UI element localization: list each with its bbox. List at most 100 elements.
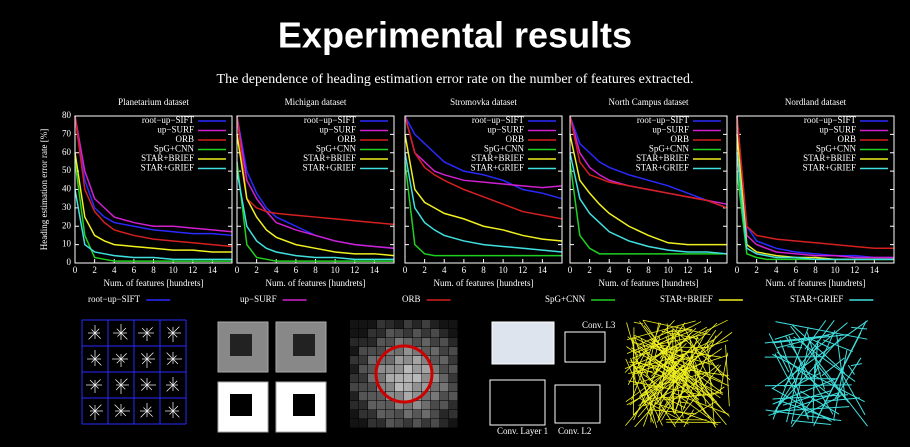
- orb-cell: [440, 401, 449, 410]
- grief-pair: [851, 326, 868, 330]
- star: [146, 384, 153, 391]
- cnn-box: [554, 384, 601, 424]
- brief-pair: [697, 351, 712, 358]
- legend-label: up−SURF: [157, 125, 194, 135]
- plot-frame: [736, 115, 895, 264]
- orb-cell: [395, 410, 404, 419]
- x-tick-label: 6: [627, 265, 632, 275]
- legend-label: SpG+CNN: [484, 144, 525, 154]
- legend-label: STAR+BRIEF: [636, 153, 689, 163]
- star: [90, 354, 96, 360]
- brief-pair: [632, 337, 636, 384]
- series-line: [236, 115, 395, 226]
- orb-cell: [431, 383, 440, 392]
- brief-pair: [651, 345, 721, 358]
- grief-pair: [776, 332, 837, 349]
- x-tick-label: 4: [774, 265, 779, 275]
- orb-cell: [368, 320, 377, 329]
- brief-pair: [624, 350, 669, 370]
- orb-cell: [413, 365, 422, 374]
- grief-pair: [774, 406, 850, 412]
- brief-pair: [696, 373, 724, 394]
- plot-frame: [74, 115, 233, 264]
- x-tick-label: 14: [703, 265, 713, 275]
- orb-cell: [440, 347, 449, 356]
- grief-pair: [775, 321, 868, 340]
- legend-label: up−SURF: [319, 125, 356, 135]
- x-tick-label: 10: [331, 265, 341, 275]
- x-tick-label: 12: [683, 265, 692, 275]
- surf-box: [230, 394, 252, 416]
- brief-pair: [686, 400, 717, 420]
- brief-pair: [678, 395, 711, 420]
- x-tick-label: 10: [499, 265, 509, 275]
- orb-cell: [449, 356, 458, 365]
- grief-pair: [791, 419, 831, 425]
- orb-cell: [359, 338, 368, 347]
- star: [120, 332, 128, 340]
- x-tick-label: 14: [370, 265, 380, 275]
- brief-pair: [661, 330, 700, 340]
- x-tick-label: 10: [664, 265, 674, 275]
- orb-cell: [440, 392, 449, 401]
- legend-label: STAR+GRIEF: [303, 163, 356, 173]
- grief-pair: [786, 363, 801, 423]
- orb-cell: [359, 383, 368, 392]
- orb-cell: [377, 329, 386, 338]
- series-line: [74, 115, 233, 233]
- legend-label: STAR+BRIEF: [303, 153, 356, 163]
- star: [120, 358, 125, 363]
- star: [91, 358, 96, 363]
- orb-cell: [404, 347, 413, 356]
- orb-cell: [386, 392, 395, 401]
- y-tick-label: 70: [62, 128, 72, 138]
- series-line: [74, 152, 232, 253]
- grief-pair: [768, 392, 839, 416]
- orb-cell: [350, 338, 359, 347]
- grief-pair: [791, 398, 814, 428]
- orb-cell: [431, 338, 440, 347]
- star: [115, 353, 122, 360]
- legend-label: STAR+BRIEF: [141, 153, 194, 163]
- brief-pair: [658, 375, 676, 409]
- grief-pair: [776, 351, 832, 397]
- star: [88, 332, 96, 340]
- x-tick-label: 14: [208, 265, 218, 275]
- plot-frame: [236, 115, 395, 264]
- brief-pair: [626, 378, 674, 406]
- brief-pair: [698, 383, 716, 401]
- brief-pair: [629, 332, 733, 406]
- cnn-label: Conv. L2: [558, 426, 591, 436]
- star: [120, 384, 126, 390]
- orb-cell: [395, 338, 404, 347]
- grief-pair: [784, 335, 834, 415]
- x-tick-label: 8: [813, 265, 818, 275]
- orb-cell: [422, 401, 431, 410]
- surf-box: [230, 334, 252, 356]
- orb-cell: [431, 410, 440, 419]
- legend-label: root−up−SIFT: [472, 115, 525, 125]
- cnn-label: Conv. L3: [582, 320, 616, 330]
- star: [116, 358, 122, 364]
- orb-cell: [422, 365, 431, 374]
- legend-label: STAR+GRIEF: [471, 163, 524, 173]
- grief-pair: [809, 338, 830, 348]
- orb-cell: [404, 320, 413, 329]
- orb-cell: [422, 347, 431, 356]
- legend-label: STAR+GRIEF: [790, 294, 843, 304]
- star: [141, 327, 148, 334]
- orb-cell: [359, 365, 368, 374]
- star: [146, 406, 152, 412]
- star: [172, 358, 179, 365]
- orb-cell: [368, 338, 377, 347]
- brief-pair: [666, 323, 670, 345]
- x-axis-label: Num. of features [hundrets]: [599, 278, 699, 288]
- orb-cell: [377, 347, 386, 356]
- star: [141, 358, 148, 365]
- orb-cell: [449, 419, 458, 428]
- orb-cell: [386, 320, 395, 329]
- legend-label: ORB: [837, 134, 856, 144]
- legend-label: SpG+CNN: [649, 144, 690, 154]
- brief-pair: [650, 337, 665, 348]
